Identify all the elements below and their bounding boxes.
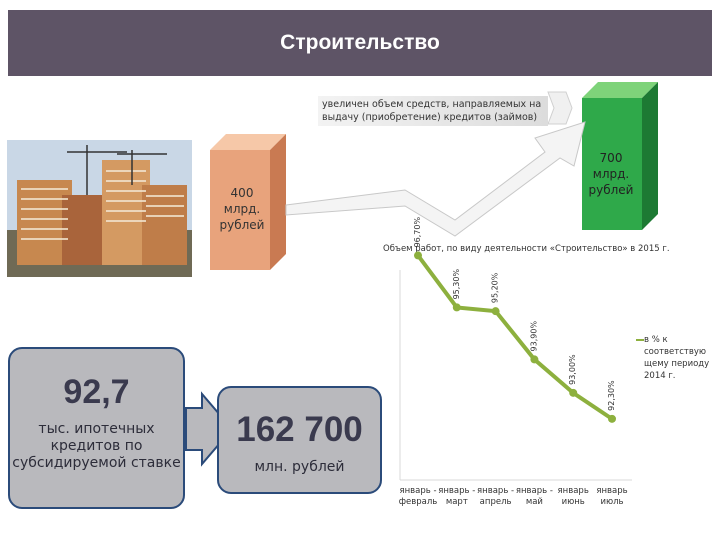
increase-note: увеличен объем средств, направляемых на … [318, 96, 548, 126]
mortgage-count: 92,7 [63, 373, 130, 411]
page-title: Строительство [280, 31, 440, 54]
legend-label: в % к соответствую щему периоду 2014 г. [644, 335, 710, 381]
bar-700-shape [582, 82, 658, 230]
growth-arrow-shape [285, 91, 586, 237]
construction-photo [7, 140, 192, 277]
amount-box: 162 700 млн. рублей [217, 386, 382, 494]
x-tick-label: январь - март [438, 486, 476, 507]
amount-value: 162 700 [236, 410, 363, 449]
x-tick-label: январь - февраль [398, 486, 438, 507]
x-tick-label: январь - апрель [477, 486, 515, 507]
legend-swatch [636, 339, 644, 341]
chart-title: Объем работ, по виду деятельности «Строи… [383, 244, 670, 254]
bar-400-label: 400 млрд. рублей [219, 186, 265, 232]
chart-legend: в % к соответствую щему периоду 2014 г. [636, 334, 716, 382]
x-tick-label: январь июнь [557, 486, 589, 507]
amount-unit: млн. рублей [254, 459, 345, 475]
x-tick-label: январь июль [596, 486, 628, 507]
mortgage-description: тыс. ипотечных кредитов по субсидируемой… [12, 421, 181, 471]
mortgage-box: 92,7 тыс. ипотечных кредитов по субсидир… [8, 347, 185, 509]
x-tick-label: январь - май [515, 486, 553, 507]
title-bar: Строительство [8, 10, 712, 76]
bar-700-label: 700 млрд. рублей [588, 151, 634, 197]
bar-400-shape [210, 134, 286, 270]
